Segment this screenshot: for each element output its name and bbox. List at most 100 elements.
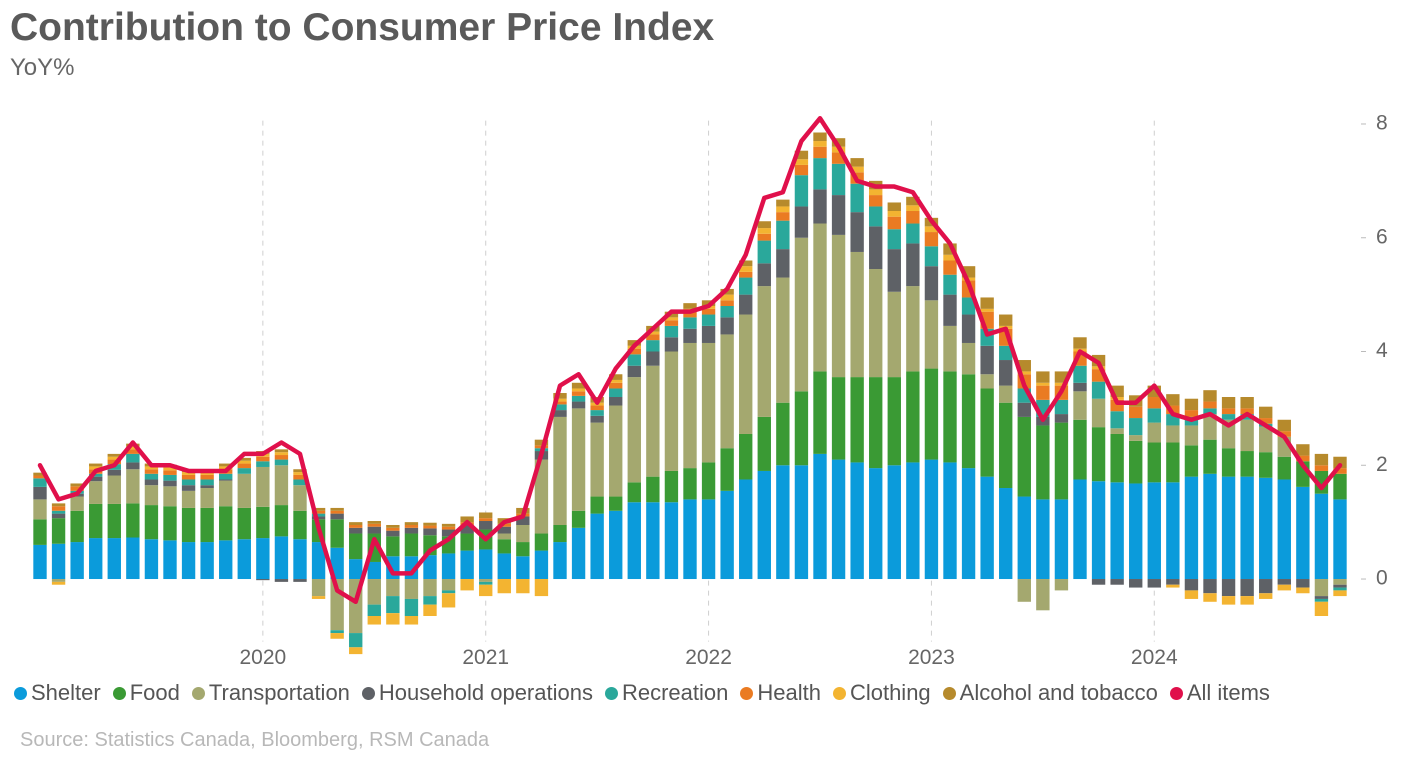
- bar-segment: [609, 388, 623, 398]
- bar-segment: [1240, 596, 1254, 605]
- bar-segment: [590, 415, 604, 423]
- bar-segment: [534, 533, 549, 551]
- y-tick-label: 6: [1376, 225, 1388, 248]
- x-tick-label: 2023: [908, 646, 955, 669]
- bar-segment: [1017, 360, 1031, 372]
- legend-item: Household operations: [361, 680, 593, 706]
- bar-segment: [1184, 579, 1199, 591]
- bar-segment: [293, 474, 307, 480]
- bar-segment: [311, 507, 326, 511]
- bar-segment: [1203, 414, 1217, 440]
- bar-segment: [1166, 442, 1180, 483]
- bar-segment: [367, 523, 381, 527]
- bar-segment: [887, 216, 901, 230]
- bar-segment: [813, 453, 827, 580]
- bar-segment: [349, 533, 363, 560]
- legend-swatch: [361, 686, 375, 700]
- bar-segment: [999, 385, 1013, 403]
- bar-segment: [404, 522, 419, 525]
- bar-segment: [627, 365, 641, 378]
- bar-segment: [1314, 596, 1329, 599]
- bar-segment: [181, 479, 196, 486]
- bar-segment: [367, 579, 381, 605]
- bar-segment: [664, 325, 679, 338]
- bar-segment: [1277, 479, 1291, 580]
- bar-segment: [553, 393, 567, 399]
- y-tick-label: 4: [1376, 339, 1388, 362]
- bar-segment: [1017, 496, 1031, 580]
- bar-segment: [664, 337, 679, 352]
- bar-segment: [1184, 445, 1199, 477]
- bar-segment: [590, 410, 604, 416]
- bar-segment: [1314, 493, 1329, 580]
- bar-segment: [1073, 337, 1087, 349]
- bar-segment: [386, 524, 400, 528]
- bar-segment: [739, 277, 753, 295]
- bar-segment: [311, 596, 326, 599]
- bar-segment: [553, 401, 567, 405]
- bar-segment: [943, 294, 957, 326]
- bar-segment: [163, 470, 177, 475]
- bar-segment: [126, 449, 140, 454]
- bar-segment: [1054, 579, 1069, 591]
- bar-segment: [386, 530, 400, 537]
- bar-segment: [850, 183, 864, 213]
- legend-label: Health: [757, 680, 821, 705]
- bar-segment: [1240, 419, 1254, 452]
- bar-segment: [516, 556, 530, 580]
- bar-segment: [943, 243, 957, 255]
- bar-segment: [460, 579, 474, 591]
- bar-segment: [256, 466, 270, 507]
- bar-segment: [460, 550, 474, 580]
- bar-segment: [51, 579, 66, 582]
- bar-segment: [646, 331, 660, 335]
- bar-segment: [256, 506, 270, 539]
- bar-segment: [256, 538, 270, 580]
- bar-segment: [1073, 382, 1087, 392]
- bar-segment: [757, 416, 771, 471]
- bar-segment: [1221, 579, 1236, 597]
- bar-segment: [980, 297, 994, 309]
- bar-segment: [1203, 408, 1217, 415]
- bar-segment: [534, 579, 549, 597]
- bar-segment: [869, 195, 883, 207]
- bar-segment: [386, 536, 400, 557]
- bar-segment: [534, 459, 549, 534]
- bar-segment: [627, 354, 641, 366]
- bar-segment: [850, 377, 864, 463]
- bar-segment: [51, 543, 66, 580]
- bar-segment: [609, 382, 623, 389]
- bar-segment: [237, 539, 251, 580]
- bar-segment: [163, 486, 177, 507]
- bar-segment: [1129, 579, 1143, 588]
- bar-segment: [794, 175, 809, 207]
- bar-segment: [1129, 435, 1143, 441]
- legend-item: Clothing: [832, 680, 931, 706]
- bar-segment: [887, 465, 901, 580]
- bar-segment: [441, 529, 456, 537]
- bar-segment: [441, 553, 456, 580]
- bar-segment: [144, 469, 159, 474]
- bar-segment: [627, 348, 641, 355]
- bar-segment: [1277, 419, 1291, 432]
- bar-segment: [609, 405, 623, 497]
- bar-segment: [107, 503, 121, 539]
- legend-swatch: [832, 686, 846, 700]
- bar-segment: [1221, 414, 1236, 420]
- bar-segment: [200, 507, 214, 543]
- bar-segment: [701, 499, 716, 580]
- bar-segment: [107, 475, 121, 504]
- bar-segment: [831, 152, 846, 164]
- bar-segment: [1091, 427, 1106, 482]
- bar-segment: [1277, 456, 1291, 480]
- bar-segment: [441, 593, 456, 608]
- legend-item: Recreation: [604, 680, 728, 706]
- chart-subtitle: YoY%: [10, 54, 75, 81]
- bar-segment: [794, 150, 809, 160]
- bar-segment: [980, 374, 994, 389]
- bar-segment: [776, 220, 790, 250]
- bar-segment: [1129, 483, 1143, 580]
- bar-segment: [1296, 455, 1310, 462]
- bar-segment: [274, 449, 289, 453]
- bar-segment: [479, 549, 493, 580]
